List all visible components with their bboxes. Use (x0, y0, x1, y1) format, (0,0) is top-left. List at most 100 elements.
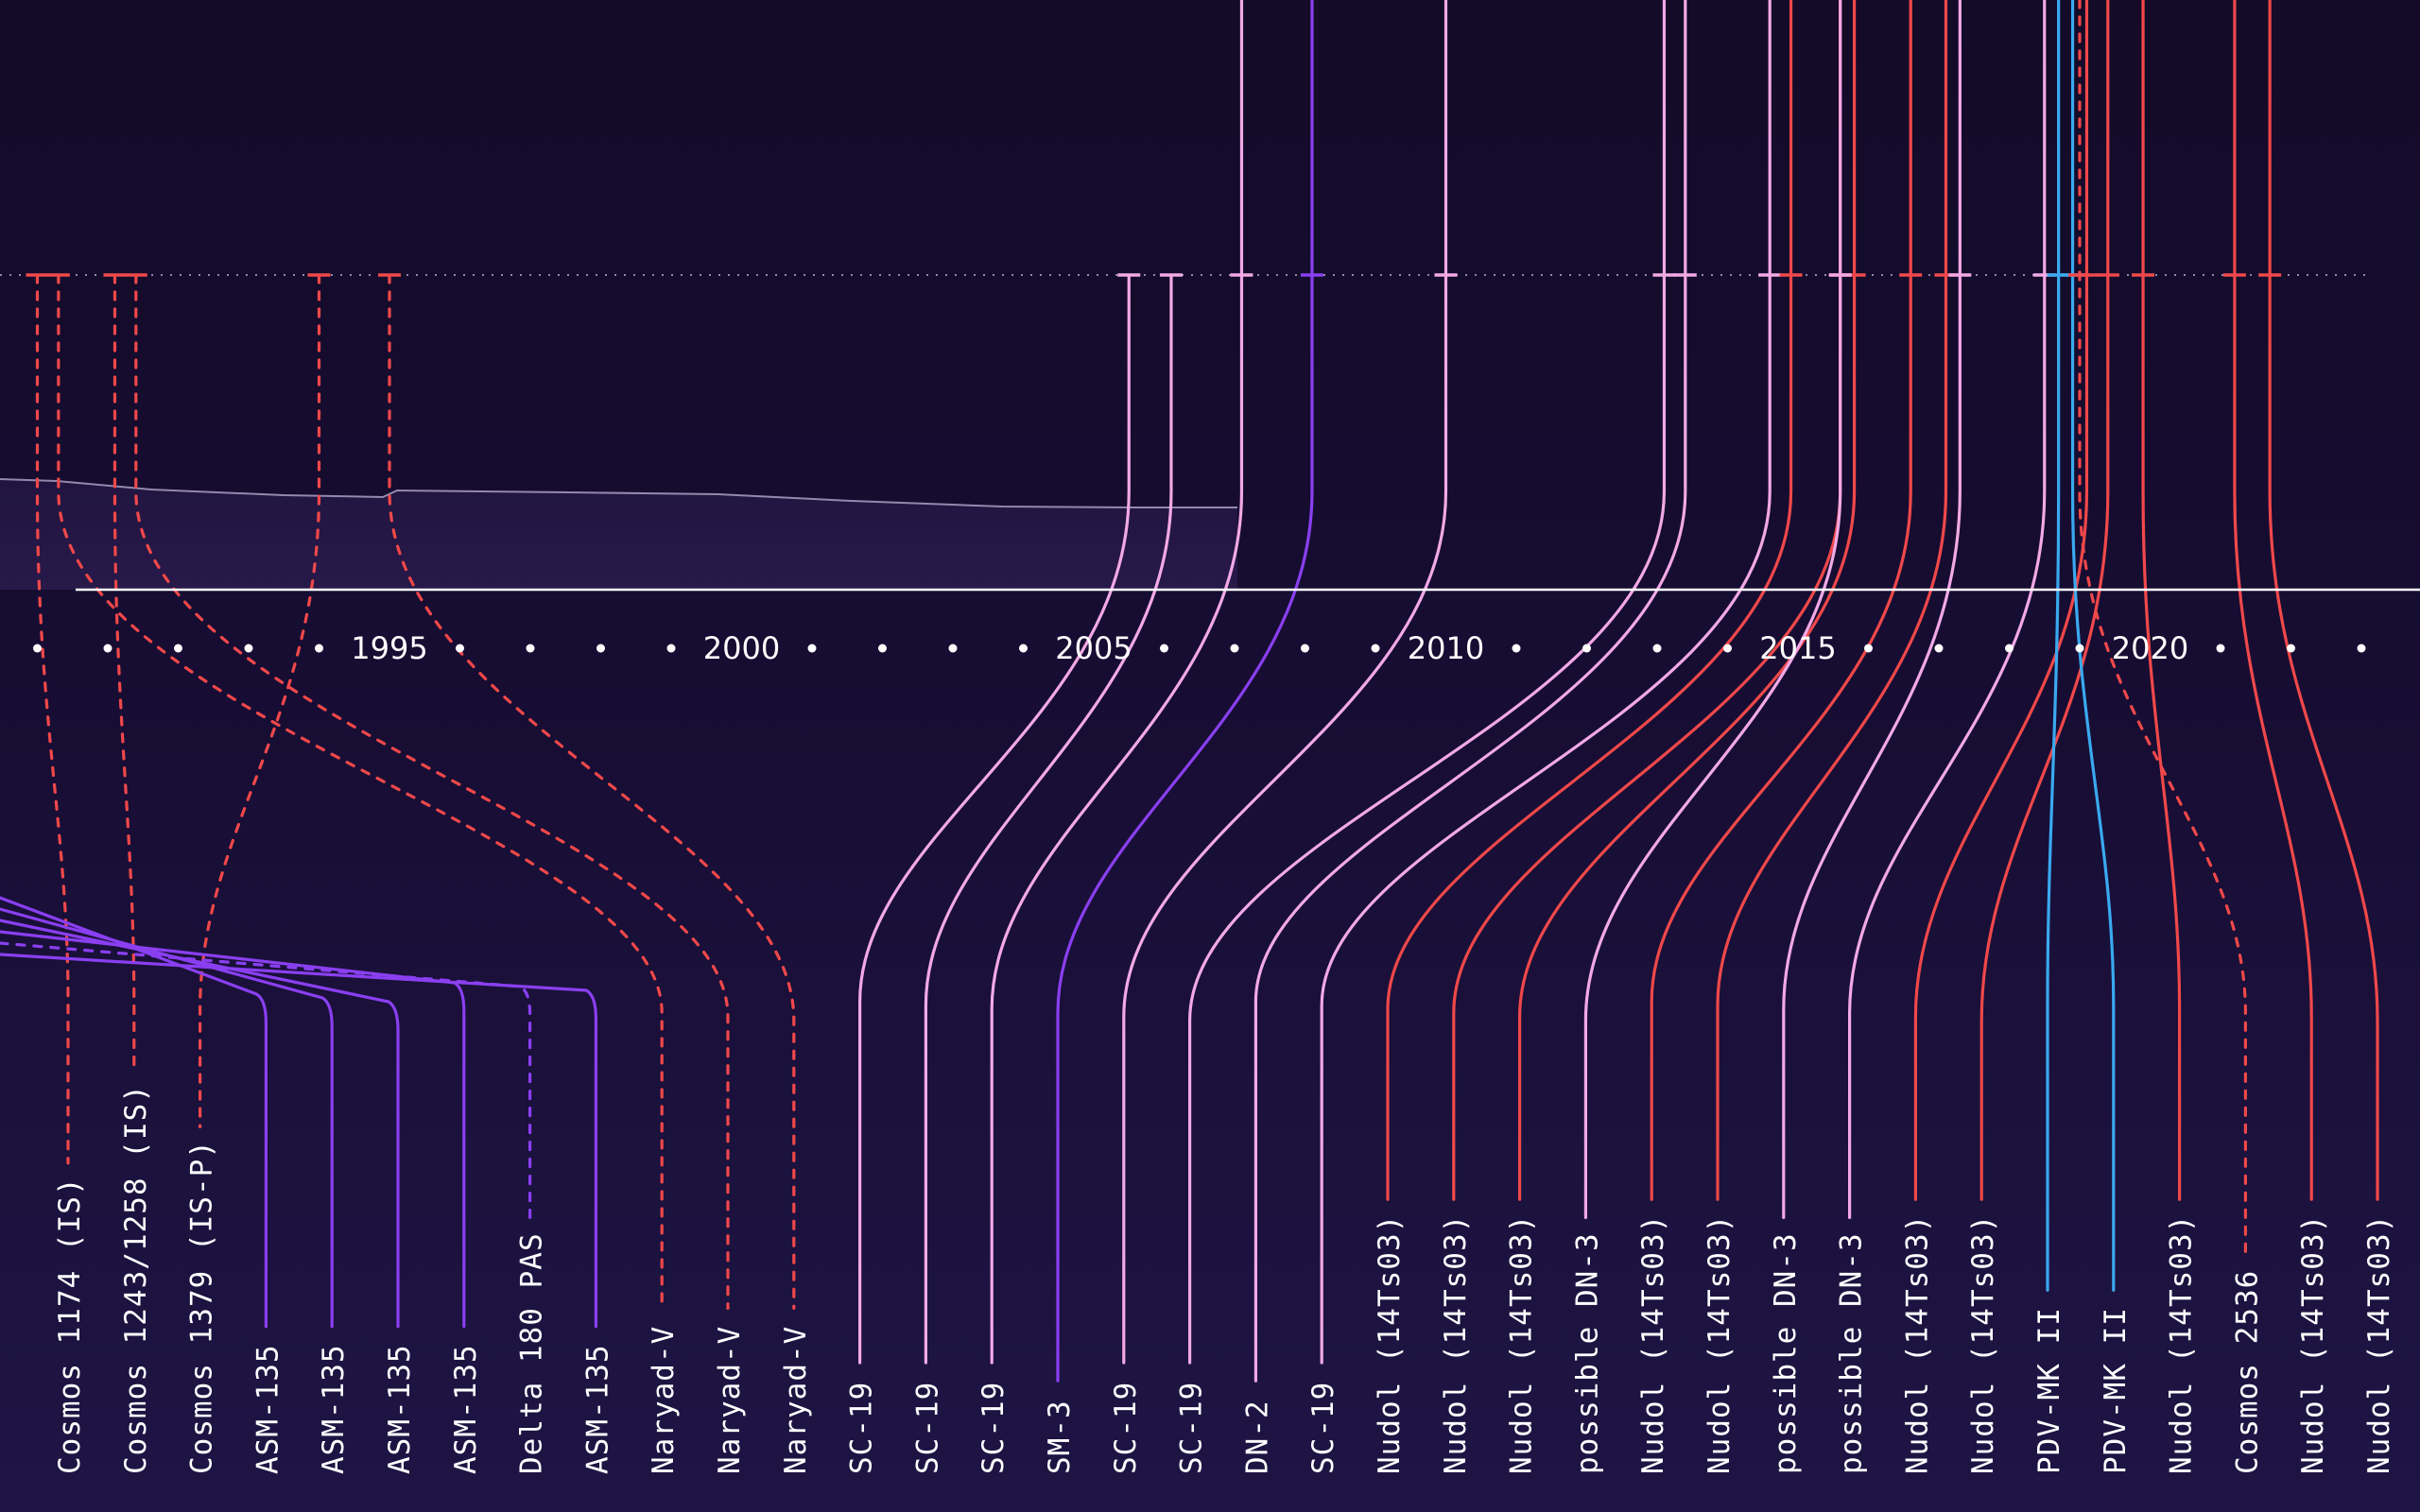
test-label: Nudol (14Ts03) (1439, 1214, 1473, 1474)
test-label: SC-19 (845, 1382, 879, 1474)
trajectory-line (2078, 0, 2247, 1256)
year-tick-dot-2021 (2216, 644, 2225, 653)
year-tick-dot-2023 (2357, 644, 2366, 653)
test-label: Cosmos 1243/1258 (IS) (119, 1084, 153, 1474)
trajectory-line (0, 896, 268, 1329)
year-tick-dot-1991 (103, 644, 112, 653)
trajectory-line (1716, 0, 1948, 1201)
year-tick-dot-2004 (1019, 644, 1028, 653)
test-label: Nudol (14Ts03) (1373, 1214, 1407, 1474)
year-tick-dot-1992 (174, 644, 182, 653)
year-tick-dot-2019 (2075, 644, 2084, 653)
trajectory-line (1320, 0, 1772, 1365)
year-tick-dot-2022 (2287, 644, 2295, 653)
year-tick-dot-2013 (1652, 644, 1662, 653)
test-label: Nudol (14Ts03) (1505, 1214, 1539, 1474)
test-label: ASM-135 (317, 1344, 351, 1474)
trajectory-line (1518, 0, 1857, 1201)
test-label: Nudol (14Ts03) (1966, 1214, 2000, 1474)
trajectory-line (134, 273, 730, 1310)
test-label: SM-3 (1043, 1400, 1077, 1474)
trajectory-line (0, 919, 400, 1329)
year-tick-dot-1999 (666, 644, 676, 653)
trajectory-line (1452, 0, 1842, 1201)
year-tick-dot-2007 (1230, 644, 1239, 653)
test-label: possible DN-3 (1835, 1232, 1869, 1474)
year-tick-dot-2001 (807, 644, 817, 653)
year-tick-dot-2011 (1512, 644, 1521, 653)
trajectory-line (57, 273, 664, 1310)
test-labels: Cosmos 1174 (IS) Cosmos 1243/1258 (IS) Cos… (53, 1084, 2396, 1474)
test-label: Nudol (14Ts03) (1636, 1214, 1670, 1474)
year-tick-dot-1998 (596, 644, 605, 653)
year-tick-dot-2016 (1864, 644, 1873, 653)
year-tick-dot-1994 (315, 644, 323, 653)
test-label: Cosmos 1379 (IS-P) (185, 1140, 219, 1474)
trajectory-line (2046, 0, 2061, 1292)
test-label: ASM-135 (580, 1344, 614, 1474)
trajectory-line (2070, 0, 2116, 1292)
test-label: Nudol (14Ts03) (2296, 1214, 2330, 1474)
year-tick-label-2020: 2020 (2112, 630, 2188, 666)
test-label: Cosmos 1174 (IS) (53, 1177, 87, 1474)
trajectory-line (1188, 0, 1667, 1365)
test-label: SC-19 (1109, 1382, 1143, 1474)
test-label: SC-19 (1175, 1382, 1209, 1474)
test-label: ASM-135 (251, 1344, 285, 1474)
test-label: Naryad-V (779, 1326, 813, 1474)
test-label: Delta 180 PAS (515, 1232, 549, 1474)
trajectory-line (1913, 0, 2089, 1201)
test-label: ASM-135 (383, 1344, 417, 1474)
year-tick-dot-2003 (948, 644, 958, 653)
trajectory-line (0, 953, 597, 1329)
test-label: Naryad-V (713, 1326, 747, 1474)
trajectory-line (924, 273, 1173, 1365)
trajectory-line (2233, 0, 2313, 1201)
test-label: Nudol (14Ts03) (2165, 1214, 2199, 1474)
test-label: possible DN-3 (1570, 1232, 1604, 1474)
test-label: Nudol (14Ts03) (1703, 1214, 1737, 1474)
trajectory-line (1650, 0, 1912, 1201)
orbit-altitude-band (0, 479, 1237, 590)
year-tick-dot-2018 (2005, 644, 2014, 653)
test-trajectories (0, 0, 2379, 1383)
trajectory-line (0, 907, 334, 1329)
test-label: ASM-135 (449, 1344, 483, 1474)
test-label: DN-2 (1240, 1400, 1274, 1474)
year-tick-dot-2008 (1301, 644, 1309, 653)
year-tick-dot-1990 (33, 644, 42, 653)
trajectory-line (1056, 0, 1314, 1383)
test-label: possible DN-3 (1769, 1232, 1803, 1474)
trajectory-line (1848, 0, 2047, 1219)
trajectory-line (1386, 0, 1793, 1201)
year-tick-label-2010: 2010 (1408, 630, 1484, 666)
year-tick-dot-2012 (1582, 644, 1591, 653)
test-label: Nudol (14Ts03) (1900, 1214, 1934, 1474)
year-tick-label-2000: 2000 (703, 630, 780, 666)
trajectory-line (0, 941, 532, 1219)
test-label: SC-19 (1306, 1382, 1340, 1474)
year-tick-dot-2017 (1934, 644, 1944, 653)
trajectory-line (1583, 0, 1842, 1219)
year-tick-dot-1996 (456, 644, 464, 653)
test-label: Cosmos 2536 (2230, 1270, 2264, 1474)
trajectory-line (1122, 0, 1448, 1365)
year-tick-label-1995: 1995 (351, 630, 427, 666)
test-label: SC-19 (977, 1382, 1011, 1474)
year-tick-dot-1997 (526, 644, 535, 653)
trajectory-line (2141, 0, 2182, 1201)
trajectory-line (388, 273, 796, 1310)
test-label: PDV-MK II (2099, 1307, 2133, 1474)
year-tick-dot-2006 (1160, 644, 1168, 653)
trajectory-line (199, 273, 321, 1128)
trajectory-line (1253, 0, 1687, 1383)
year-tick-dot-1993 (244, 644, 253, 653)
year-tick-dot-2009 (1371, 644, 1380, 653)
trajectory-line (2268, 0, 2379, 1201)
trajectory-line (112, 273, 136, 1074)
trajectory-line (1782, 0, 1962, 1219)
year-tick-label-2015: 2015 (1759, 630, 1836, 666)
trajectory-line (1979, 0, 2110, 1201)
year-tick-label-2005: 2005 (1055, 630, 1132, 666)
